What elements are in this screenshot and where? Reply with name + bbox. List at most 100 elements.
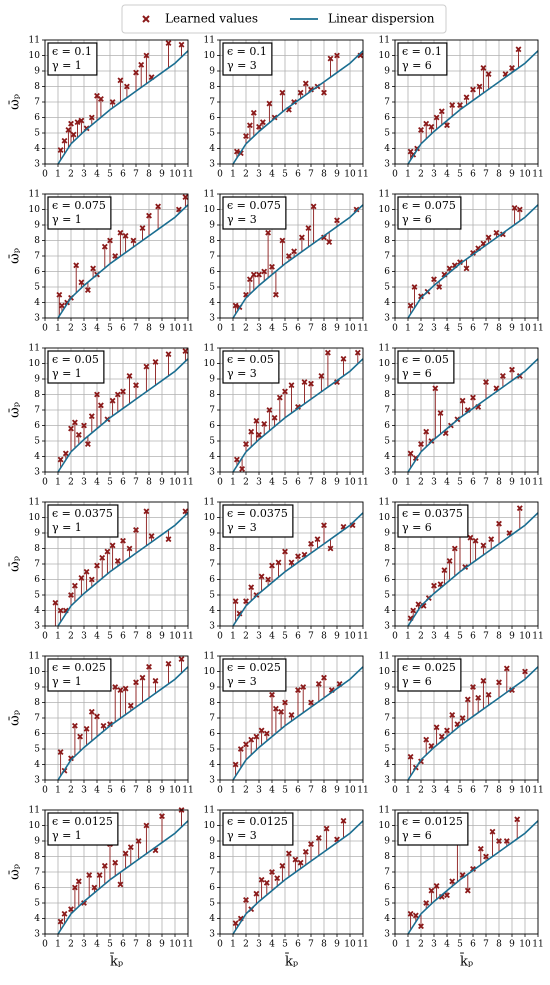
y-tick-label: 4: [34, 144, 40, 154]
x-tick-label: 11: [532, 324, 543, 334]
annotation-box: [397, 504, 469, 538]
learned-marker: [266, 100, 273, 107]
learned-marker: [114, 557, 121, 564]
learned-marker: [516, 206, 523, 213]
learned-marker: [248, 428, 255, 435]
learned-marker: [62, 450, 69, 457]
learned-marker: [83, 568, 90, 575]
y-tick-label: 4: [209, 760, 215, 770]
y-tick-label: 10: [379, 51, 391, 61]
y-tick-label: 9: [384, 67, 390, 77]
learned-marker: [472, 537, 479, 544]
annotation: γ = 6: [402, 829, 432, 842]
learned-marker: [483, 853, 489, 860]
y-tick-label: 10: [379, 359, 391, 369]
dispersion-line: [407, 512, 539, 627]
learned-marker: [449, 711, 456, 718]
x-tick-label: 6: [295, 170, 301, 180]
learned-marker: [480, 677, 487, 684]
learned-marker: [256, 123, 262, 130]
y-tick-label: 6: [209, 421, 215, 431]
y-tick-label: 11: [29, 498, 40, 508]
y-tick-label: 4: [34, 606, 40, 616]
learned-marker: [139, 674, 146, 681]
learned-marker: [178, 41, 185, 48]
y-tick-label: 9: [384, 375, 390, 385]
learned-marker: [275, 559, 282, 566]
learned-marker: [327, 545, 334, 552]
axes-frame: [219, 39, 364, 165]
y-tick-label: 11: [379, 806, 390, 816]
learned-marker: [431, 276, 437, 283]
y-tick-label: 7: [209, 98, 215, 108]
x-tick-label: 7: [133, 478, 139, 488]
y-tick-label: 8: [384, 390, 390, 400]
x-tick-label: 3: [256, 324, 262, 334]
dispersion-line: [232, 204, 364, 319]
learned-marker: [122, 850, 129, 857]
annotation-box: [47, 42, 98, 76]
x-tick-label: 1: [55, 940, 61, 950]
x-tick-label: 9: [509, 170, 515, 180]
y-tick-label: 8: [384, 82, 390, 92]
learned-marker: [117, 77, 124, 84]
y-tick-label: 8: [34, 236, 40, 246]
learned-marker: [464, 696, 471, 703]
x-tick-label: 6: [120, 632, 126, 642]
learned-marker: [457, 259, 463, 266]
y-tick-label: 7: [34, 560, 40, 570]
learned-marker: [248, 584, 255, 591]
learned-marker: [334, 217, 340, 224]
x-tick-label: 1: [405, 478, 411, 488]
x-tick-label: 10: [169, 478, 181, 488]
y-tick-label: 10: [204, 205, 216, 215]
learned-marker: [276, 394, 283, 401]
learned-marker: [148, 533, 155, 540]
y-tick-label: 3: [209, 314, 215, 324]
y-tick-label: 3: [209, 930, 215, 940]
y-tick-label: 11: [204, 806, 215, 816]
axes-frame: [394, 655, 539, 781]
learned-marker: [122, 685, 129, 692]
x-tick-label: 7: [308, 786, 314, 796]
dispersion-line: [57, 820, 189, 935]
learned-marker: [65, 126, 72, 133]
annotation-box: [47, 504, 119, 538]
learned-marker: [308, 841, 314, 848]
x-tick-label: 6: [470, 170, 476, 180]
y-tick-label: 6: [384, 421, 390, 431]
learned-marker: [232, 761, 239, 768]
learned-marker: [243, 598, 249, 605]
learned-marker: [165, 536, 172, 543]
learned-marker: [109, 542, 116, 549]
y-tick-label: 10: [379, 513, 391, 523]
learned-marker: [522, 668, 528, 675]
x-tick-label: 11: [532, 632, 543, 642]
dispersion-line: [232, 50, 364, 165]
y-tick-label: 7: [209, 868, 215, 878]
annotation-box: [47, 350, 105, 384]
learned-marker: [515, 46, 522, 53]
learned-marker: [446, 265, 453, 272]
x-tick-label: 8: [496, 940, 502, 950]
y-tick-label: 6: [34, 729, 40, 739]
learned-marker: [68, 425, 74, 432]
learned-marker: [477, 845, 484, 852]
x-tick-label: 8: [496, 786, 502, 796]
learned-marker: [446, 557, 453, 564]
learned-marker: [470, 865, 476, 872]
learned-marker: [104, 548, 111, 555]
y-tick-label: 8: [384, 698, 390, 708]
learned-marker: [282, 388, 288, 395]
annotation: γ = 3: [227, 829, 257, 842]
y-tick-label: 4: [384, 914, 390, 924]
y-tick-label: 6: [34, 883, 40, 893]
x-tick-label: 1: [405, 940, 411, 950]
y-tick-label: 9: [34, 529, 40, 539]
y-tick-label: 5: [384, 283, 390, 293]
y-tick-label: 10: [204, 51, 216, 61]
learned-marker: [78, 279, 85, 286]
